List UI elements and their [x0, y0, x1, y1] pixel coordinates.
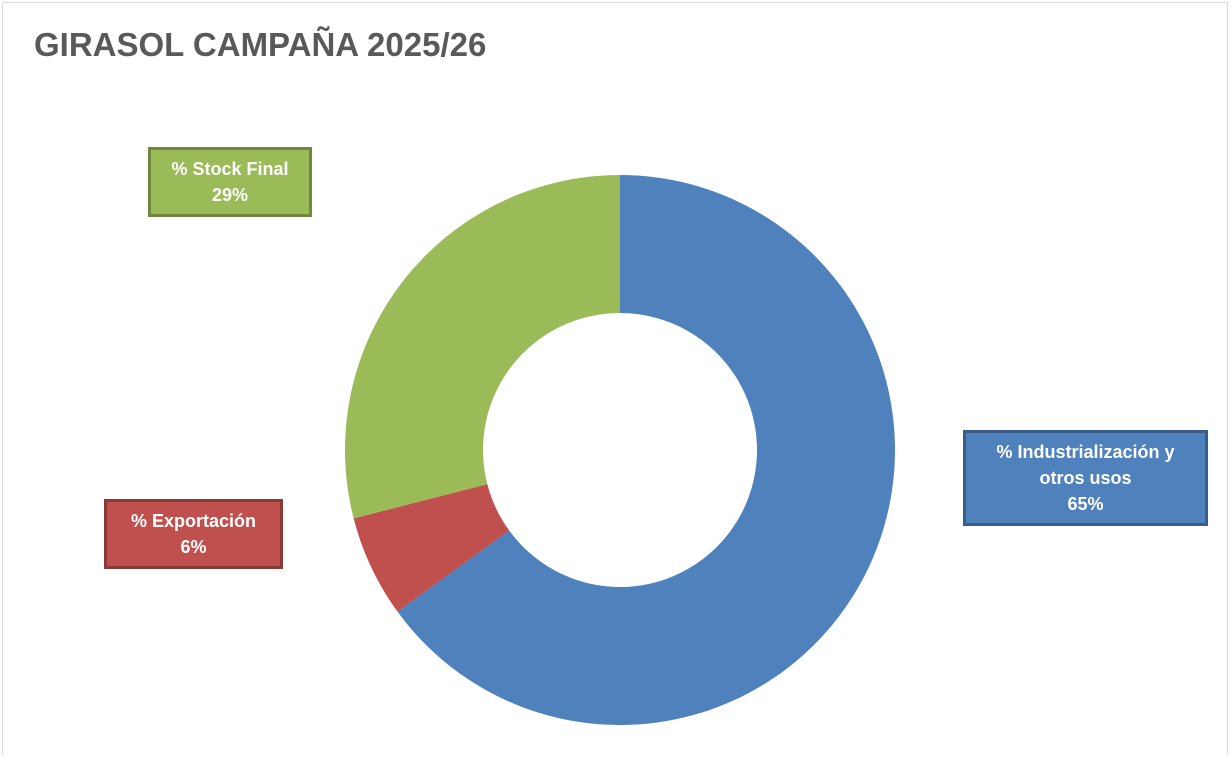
data-label: % Stock Final 29% [148, 147, 312, 217]
value-label: 65% [1067, 494, 1104, 514]
donut-segment [344, 175, 620, 519]
category-label: % Exportación [130, 511, 257, 531]
value-label: 6% [180, 537, 207, 557]
donut-segment [353, 484, 510, 612]
donut-segment [397, 174, 896, 725]
data-label: % Exportación 6% [104, 499, 283, 569]
category-label: % Stock Final [171, 159, 289, 179]
chart-title: GIRASOL CAMPAÑA 2025/26 [34, 26, 487, 63]
value-label: 29% [211, 185, 249, 205]
data-label: % Industrialización y otros usos 65% [963, 430, 1208, 526]
category-label: % Industrialización y otros usos [996, 442, 1175, 488]
